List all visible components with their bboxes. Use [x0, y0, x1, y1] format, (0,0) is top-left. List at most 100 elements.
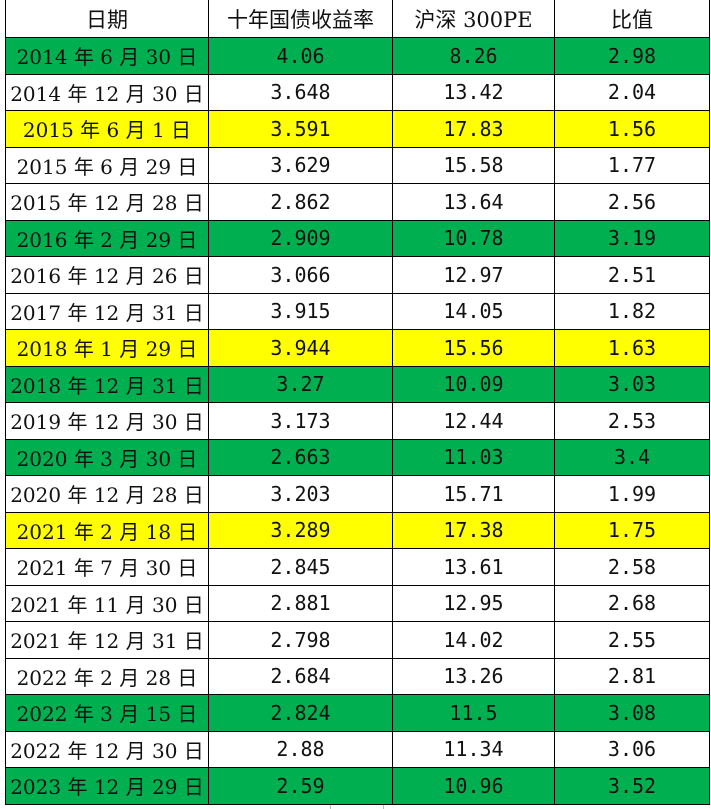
cell-yield[interactable]: 2.881 [208, 584, 393, 622]
cell-pe[interactable]: 13.42 [392, 73, 555, 111]
cell-pe[interactable]: 17.38 [392, 511, 555, 549]
cell-ratio[interactable]: 1.77 [554, 146, 710, 184]
cell-ratio[interactable]: 2.81 [554, 657, 710, 695]
cell-ratio[interactable]: 2.68 [554, 584, 710, 622]
table-row: 2015 年 6 月 29 日 3.629 15.58 1.77 [5, 146, 710, 184]
cell-pe[interactable]: 12.44 [392, 402, 555, 440]
table-row: 2022 年 3 月 15 日 2.824 11.5 3.08 [5, 694, 710, 732]
cell-date[interactable]: 2020 年 3 月 30 日 [5, 438, 209, 476]
cell-pe[interactable]: 11.34 [392, 730, 555, 768]
cell-yield[interactable]: 3.203 [208, 475, 393, 513]
cell-pe[interactable]: 14.02 [392, 621, 555, 659]
cell-yield[interactable]: 2.862 [208, 183, 393, 221]
table-row: 2022 年 2 月 28 日 2.684 13.26 2.81 [5, 657, 710, 695]
cell-pe[interactable]: 10.09 [392, 365, 555, 403]
cell-date[interactable]: 2021 年 12 月 31 日 [5, 621, 209, 659]
cell-pe[interactable]: 13.26 [392, 657, 555, 695]
cell-ratio[interactable]: 3.03 [554, 365, 710, 403]
cell-yield[interactable]: 2.798 [208, 621, 393, 659]
cell-ratio[interactable]: 2.55 [554, 621, 710, 659]
table-row: 2021 年 12 月 31 日 2.798 14.02 2.55 [5, 621, 710, 659]
cell-date[interactable]: 2021 年 11 月 30 日 [5, 584, 209, 622]
cell-pe[interactable]: 14.05 [392, 292, 555, 330]
cell-date[interactable]: 2016 年 2 月 29 日 [5, 219, 209, 257]
cell-date[interactable]: 2014 年 12 月 30 日 [5, 73, 209, 111]
cell-ratio[interactable]: 1.63 [554, 329, 710, 367]
cell-yield[interactable]: 3.944 [208, 329, 393, 367]
cell-handle [330, 805, 384, 809]
cell-yield[interactable]: 3.648 [208, 73, 393, 111]
table-row: 2023 年 12 月 29 日 2.59 10.96 3.52 [5, 767, 710, 805]
cell-ratio[interactable]: 2.53 [554, 402, 710, 440]
cell-date[interactable]: 2022 年 3 月 15 日 [5, 694, 209, 732]
cell-date[interactable]: 2015 年 6 月 1 日 [5, 110, 209, 148]
cell-date[interactable]: 2017 年 12 月 31 日 [5, 292, 209, 330]
cell-date[interactable]: 2022 年 2 月 28 日 [5, 657, 209, 695]
cell-yield[interactable]: 3.915 [208, 292, 393, 330]
cell-date[interactable]: 2021 年 7 月 30 日 [5, 548, 209, 586]
cell-pe[interactable]: 17.83 [392, 110, 555, 148]
cell-ratio[interactable]: 1.82 [554, 292, 710, 330]
cell-pe[interactable]: 12.95 [392, 584, 555, 622]
cell-ratio[interactable]: 3.4 [554, 438, 710, 476]
cell-yield[interactable]: 4.06 [208, 37, 393, 75]
header-pe[interactable]: 沪深 300PE [392, 0, 555, 38]
cell-pe[interactable]: 8.26 [392, 37, 555, 75]
cell-ratio[interactable]: 3.06 [554, 730, 710, 768]
header-yield[interactable]: 十年国债收益率 [208, 0, 393, 38]
cell-date[interactable]: 2020 年 12 月 28 日 [5, 475, 209, 513]
cell-ratio[interactable]: 2.04 [554, 73, 710, 111]
cell-yield[interactable]: 3.289 [208, 511, 393, 549]
table-row: 2019 年 12 月 30 日 3.173 12.44 2.53 [5, 402, 710, 440]
cell-pe[interactable]: 15.58 [392, 146, 555, 184]
table-row: 2015 年 6 月 1 日 3.591 17.83 1.56 [5, 110, 710, 148]
cell-ratio[interactable]: 2.56 [554, 183, 710, 221]
cell-date[interactable]: 2014 年 6 月 30 日 [5, 37, 209, 75]
cell-yield[interactable]: 3.066 [208, 256, 393, 294]
cell-pe[interactable]: 11.03 [392, 438, 555, 476]
data-table: 日期 十年国债收益率 沪深 300PE 比值 2014 年 6 月 30 日 4.… [5, 0, 710, 805]
cell-date[interactable]: 2015 年 6 月 29 日 [5, 146, 209, 184]
cell-yield[interactable]: 2.909 [208, 219, 393, 257]
cell-pe[interactable]: 11.5 [392, 694, 555, 732]
cell-ratio[interactable]: 3.19 [554, 219, 710, 257]
cell-date[interactable]: 2015 年 12 月 28 日 [5, 183, 209, 221]
cell-pe[interactable]: 12.97 [392, 256, 555, 294]
cell-yield[interactable]: 2.684 [208, 657, 393, 695]
cell-yield[interactable]: 2.845 [208, 548, 393, 586]
cell-ratio[interactable]: 2.51 [554, 256, 710, 294]
cell-yield[interactable]: 3.591 [208, 110, 393, 148]
cell-yield[interactable]: 2.88 [208, 730, 393, 768]
cell-pe[interactable]: 15.71 [392, 475, 555, 513]
cell-yield[interactable]: 3.173 [208, 402, 393, 440]
cell-date[interactable]: 2022 年 12 月 30 日 [5, 730, 209, 768]
cell-yield[interactable]: 2.663 [208, 438, 393, 476]
cell-ratio[interactable]: 1.99 [554, 475, 710, 513]
cell-date[interactable]: 2019 年 12 月 30 日 [5, 402, 209, 440]
cell-date[interactable]: 2021 年 2 月 18 日 [5, 511, 209, 549]
cell-yield[interactable]: 3.27 [208, 365, 393, 403]
table-row: 2015 年 12 月 28 日 2.862 13.64 2.56 [5, 183, 710, 221]
header-ratio[interactable]: 比值 [554, 0, 710, 38]
cell-yield[interactable]: 3.629 [208, 146, 393, 184]
cell-date[interactable]: 2018 年 12 月 31 日 [5, 365, 209, 403]
cell-pe[interactable]: 13.64 [392, 183, 555, 221]
cell-yield[interactable]: 2.824 [208, 694, 393, 732]
cell-yield[interactable]: 2.59 [208, 767, 393, 805]
cell-ratio[interactable]: 3.08 [554, 694, 710, 732]
cell-ratio[interactable]: 2.58 [554, 548, 710, 586]
table-row: 2021 年 7 月 30 日 2.845 13.61 2.58 [5, 548, 710, 586]
cell-date[interactable]: 2016 年 12 月 26 日 [5, 256, 209, 294]
cell-date[interactable]: 2018 年 1 月 29 日 [5, 329, 209, 367]
cell-ratio[interactable]: 1.75 [554, 511, 710, 549]
table-row: 2016 年 12 月 26 日 3.066 12.97 2.51 [5, 256, 710, 294]
cell-ratio[interactable]: 3.52 [554, 767, 710, 805]
cell-ratio[interactable]: 1.56 [554, 110, 710, 148]
cell-pe[interactable]: 15.56 [392, 329, 555, 367]
cell-ratio[interactable]: 2.98 [554, 37, 710, 75]
cell-date[interactable]: 2023 年 12 月 29 日 [5, 767, 209, 805]
cell-pe[interactable]: 10.96 [392, 767, 555, 805]
cell-pe[interactable]: 10.78 [392, 219, 555, 257]
header-date[interactable]: 日期 [5, 0, 209, 38]
cell-pe[interactable]: 13.61 [392, 548, 555, 586]
